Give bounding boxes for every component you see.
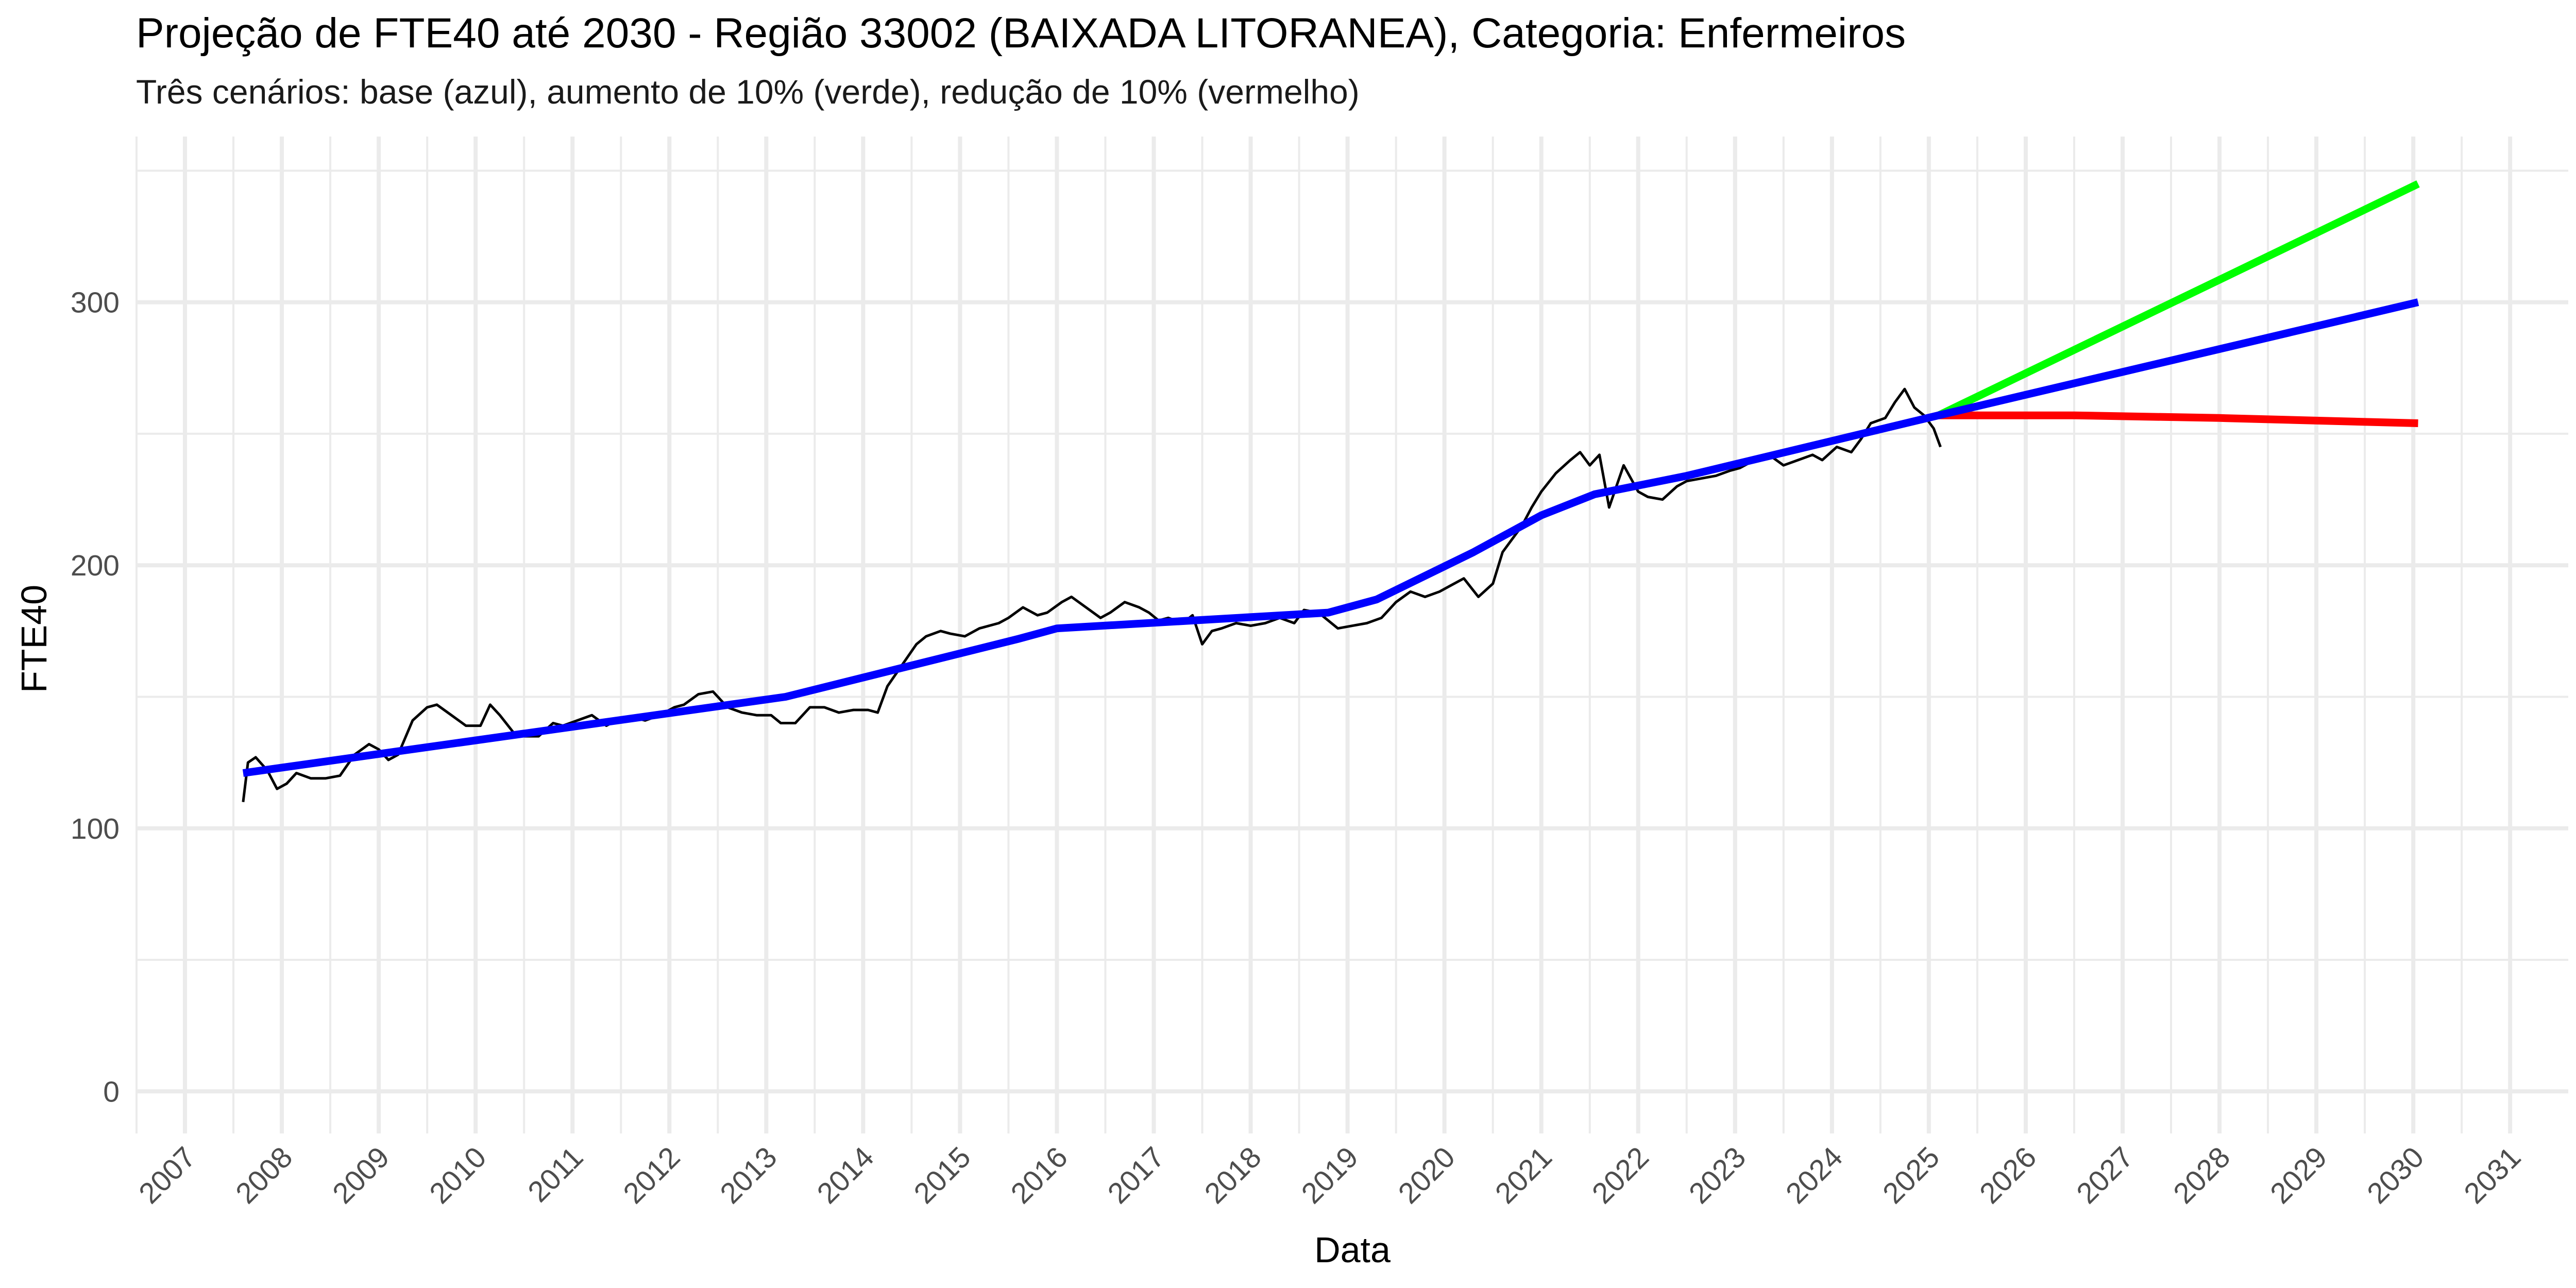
x-tick-label: 2026 (1973, 1141, 2043, 1210)
x-tick-label: 2029 (2264, 1141, 2333, 1210)
x-tick-label: 2031 (2458, 1141, 2527, 1210)
x-tick-label: 2028 (2167, 1141, 2236, 1210)
y-tick-label: 300 (71, 286, 120, 319)
x-tick-label: 2022 (1586, 1141, 1655, 1210)
series-line-observed (242, 387, 1942, 803)
x-tick-label: 2011 (521, 1141, 589, 1209)
series-line-increase (1937, 180, 2420, 419)
x-tick-label: 2014 (811, 1141, 880, 1210)
series-lines (242, 180, 2420, 803)
x-tick-label: 2016 (1005, 1141, 1074, 1210)
series-line-decrease (1938, 411, 2418, 427)
y-axis-title: FTE40 (14, 585, 54, 693)
x-tick-label: 2010 (423, 1141, 493, 1210)
y-tick-label: 200 (71, 549, 120, 582)
x-tick-label: 2009 (326, 1141, 396, 1210)
x-tick-label: 2023 (1683, 1141, 1752, 1210)
x-axis-title: Data (1314, 1230, 1391, 1270)
x-tick-label: 2020 (1392, 1141, 1462, 1210)
x-tick-label: 2017 (1101, 1141, 1171, 1210)
y-tick-label: 0 (103, 1075, 120, 1108)
x-tick-label: 2013 (714, 1141, 784, 1210)
x-tick-label: 2027 (2070, 1141, 2140, 1210)
x-tick-label: 2030 (2361, 1141, 2430, 1210)
x-tick-label: 2021 (1489, 1141, 1558, 1210)
chart-title: Projeção de FTE40 até 2030 - Região 3300… (136, 10, 1906, 57)
x-tick-label: 2018 (1198, 1141, 1268, 1210)
grid-lines (135, 137, 2568, 1133)
chart-subtitle: Três cenários: base (azul), aumento de 1… (136, 73, 1360, 111)
x-tick-label: 2015 (908, 1141, 977, 1210)
x-tick-label: 2025 (1876, 1141, 1946, 1210)
x-axis-ticks: 2007 2008 2009 2010 2011 2012 2013 2014 2015 2016… (132, 1141, 2527, 1210)
x-tick-label: 2019 (1295, 1141, 1365, 1210)
series-line-base (242, 298, 2419, 777)
x-tick-label: 2024 (1780, 1141, 1849, 1210)
y-tick-label: 100 (71, 812, 120, 845)
y-axis-ticks: 0 100 200 300 (71, 286, 120, 1109)
x-tick-label: 2012 (617, 1141, 687, 1210)
x-tick-label: 2007 (132, 1141, 202, 1210)
x-tick-label: 2008 (229, 1141, 299, 1210)
